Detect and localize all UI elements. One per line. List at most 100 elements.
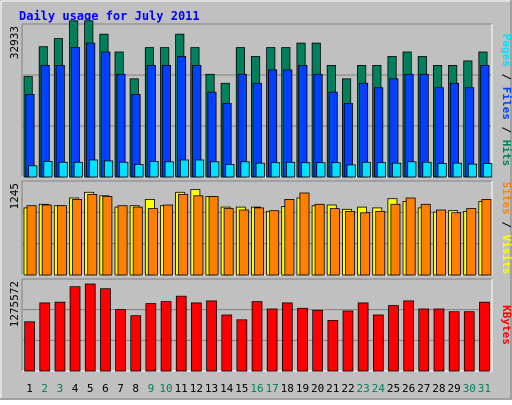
bar-files-day-3 xyxy=(55,65,65,178)
legend-visits: Visits xyxy=(500,228,512,274)
bar-files-day-30 xyxy=(465,87,475,178)
bar-sites-day-27 xyxy=(420,203,431,276)
bar-sites-day-14 xyxy=(223,208,234,276)
x-tick-label: 25 xyxy=(387,382,400,395)
bar-sites-day-30 xyxy=(466,208,477,276)
x-tick-label: 21 xyxy=(326,382,339,395)
bar-sites-day-4 xyxy=(72,198,83,276)
x-tick-label: 8 xyxy=(132,382,139,395)
bar-files-day-10 xyxy=(161,65,172,178)
bar-files-day-9 xyxy=(146,65,156,178)
legend-separator: / xyxy=(500,67,512,81)
bar-sites-day-12 xyxy=(193,195,204,276)
bar-pages-day-22 xyxy=(346,164,356,178)
bar-kbytes-day-4 xyxy=(69,286,81,372)
bar-kbytes-day-26 xyxy=(403,300,415,372)
series-pages xyxy=(28,159,493,178)
bar-pages-day-1 xyxy=(28,165,38,178)
bar-kbytes-day-6 xyxy=(100,288,111,372)
series-kbytes xyxy=(24,283,490,372)
chart-title: Daily usage for July 2011 xyxy=(19,9,200,23)
bar-pages-day-6 xyxy=(104,160,114,178)
bar-sites-day-29 xyxy=(451,212,462,276)
x-tick-label: 16 xyxy=(250,382,263,395)
bar-kbytes-day-18 xyxy=(281,302,293,372)
bar-sites-day-10 xyxy=(163,204,174,276)
side-legend-1: Pages / Files / Hits xyxy=(500,34,512,167)
bar-pages-day-17 xyxy=(270,162,280,178)
x-axis-labels: 1 2 3 4 5 6 7 8 9 10 11 12 13 14 15 16 17 18 19 20 21 22 23 24 2… xyxy=(26,382,491,395)
legend-pages: Pages xyxy=(500,34,512,67)
bar-pages-day-15 xyxy=(240,161,250,178)
bar-files-day-20 xyxy=(313,73,323,178)
bar-pages-day-19 xyxy=(301,162,311,178)
bar-kbytes-day-29 xyxy=(448,311,460,372)
bar-sites-day-31 xyxy=(481,198,492,276)
bar-kbytes-day-7 xyxy=(115,309,126,372)
legend-sites: Sites xyxy=(500,182,512,215)
bar-kbytes-day-12 xyxy=(190,302,202,372)
bar-pages-day-3 xyxy=(58,161,68,178)
x-tick-label: 19 xyxy=(296,382,309,395)
bar-pages-day-5 xyxy=(88,159,99,178)
x-tick-label: 4 xyxy=(72,382,79,395)
bar-files-day-11 xyxy=(176,56,187,178)
x-tick-label: 1 xyxy=(26,382,33,395)
bar-pages-day-11 xyxy=(179,159,190,178)
x-tick-label: 22 xyxy=(341,382,354,395)
x-tick-label: 5 xyxy=(87,382,94,395)
x-tick-label: 24 xyxy=(372,382,386,395)
x-tick-label: 27 xyxy=(417,382,430,395)
bar-sites-day-25 xyxy=(390,203,401,276)
bar-pages-day-29 xyxy=(452,162,462,178)
y-max-label: 1275572 xyxy=(8,281,21,327)
bar-files-day-1 xyxy=(25,94,35,178)
bar-pages-day-20 xyxy=(316,162,326,178)
bar-pages-day-2 xyxy=(43,160,53,178)
bar-kbytes-day-23 xyxy=(357,302,369,372)
bar-files-day-31 xyxy=(480,65,490,178)
bar-sites-day-20 xyxy=(314,203,325,276)
bar-pages-day-8 xyxy=(134,164,144,178)
bar-kbytes-day-31 xyxy=(479,301,490,372)
x-tick-label: 30 xyxy=(463,382,476,395)
bar-sites-day-11 xyxy=(178,193,189,276)
bar-pages-day-23 xyxy=(361,161,371,178)
bar-pages-day-10 xyxy=(164,161,174,178)
x-tick-label: 20 xyxy=(311,382,324,395)
panel-2: 1245 xyxy=(8,180,493,276)
bar-sites-day-7 xyxy=(117,205,128,276)
bar-pages-day-25 xyxy=(392,162,402,178)
bar-pages-day-28 xyxy=(437,163,447,178)
x-tick-label: 11 xyxy=(175,382,188,395)
bar-kbytes-day-16 xyxy=(251,301,263,372)
x-tick-label: 3 xyxy=(57,382,64,395)
panel-1: 32933 xyxy=(8,20,493,178)
x-tick-label: 15 xyxy=(235,382,248,395)
bar-sites-day-9 xyxy=(147,208,158,276)
bar-pages-day-30 xyxy=(467,163,477,178)
bar-pages-day-14 xyxy=(225,164,235,178)
bar-kbytes-day-11 xyxy=(175,295,187,372)
bar-sites-day-24 xyxy=(375,210,386,276)
bar-sites-day-26 xyxy=(405,197,416,276)
bar-kbytes-day-13 xyxy=(206,300,217,372)
bar-sites-day-28 xyxy=(435,209,446,276)
bar-kbytes-day-14 xyxy=(221,314,233,372)
bar-kbytes-day-27 xyxy=(418,308,430,372)
x-tick-label: 17 xyxy=(266,382,279,395)
bar-kbytes-day-1 xyxy=(24,321,36,372)
legend-files: Files xyxy=(500,80,512,120)
bar-sites-day-5 xyxy=(87,193,98,276)
bar-kbytes-day-25 xyxy=(388,305,399,372)
bar-sites-day-21 xyxy=(329,208,340,276)
bar-kbytes-day-21 xyxy=(327,319,339,372)
panel-3: 1275572 xyxy=(8,278,493,372)
y-max-label: 32933 xyxy=(8,26,21,59)
bar-kbytes-day-19 xyxy=(297,307,308,372)
bar-sites-day-1 xyxy=(26,205,37,276)
bar-sites-day-8 xyxy=(132,206,143,276)
x-tick-label: 31 xyxy=(478,382,491,395)
x-tick-label: 29 xyxy=(447,382,460,395)
